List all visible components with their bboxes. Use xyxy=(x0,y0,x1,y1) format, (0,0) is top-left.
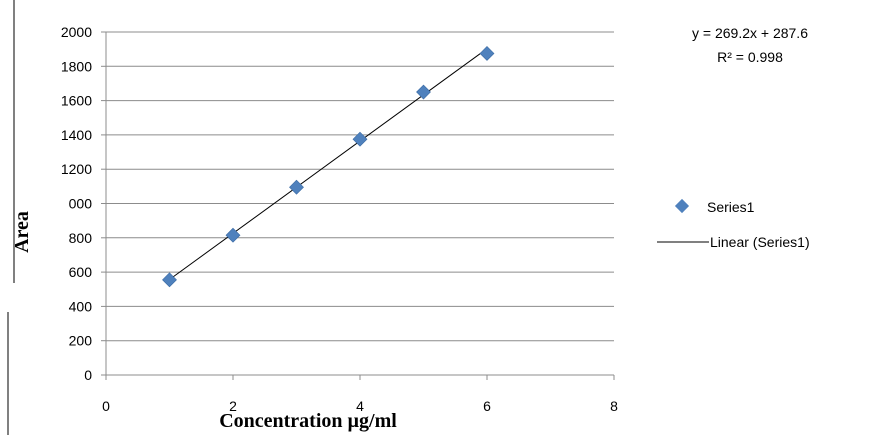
x-tick-label: 2 xyxy=(229,398,237,414)
y-tick-label: 0 xyxy=(84,367,92,383)
legend-label-trend: Linear (Series1) xyxy=(710,234,810,250)
trendline-linear xyxy=(169,48,488,280)
y-tick-label: 200 xyxy=(69,333,93,349)
y-tick-label: 800 xyxy=(69,230,93,246)
data-point xyxy=(289,179,304,195)
x-tick-label: 4 xyxy=(356,398,364,414)
x-tick-label: 6 xyxy=(483,398,491,414)
data-point xyxy=(162,272,177,288)
legend-marker-series1 xyxy=(674,198,690,214)
x-tick-label: 8 xyxy=(610,398,618,414)
y-tick-label: 1400 xyxy=(61,127,92,143)
data-points xyxy=(162,46,495,288)
y-tick-label: 2000 xyxy=(61,24,92,40)
x-tick-labels: 0 2 4 6 8 xyxy=(102,398,618,414)
y-axis-title: Area xyxy=(11,211,33,253)
legend-label-series1: Series1 xyxy=(707,199,755,215)
y-tick-label: 600 xyxy=(69,264,93,280)
data-point xyxy=(352,131,368,147)
gridlines xyxy=(106,31,614,342)
x-axis-title: Concentration µg/ml xyxy=(219,410,397,432)
y-tick-labels: 0 200 400 600 800 000 1200 1400 1600 1800 2000 xyxy=(61,24,92,383)
x-tick-label: 0 xyxy=(102,398,110,414)
y-tick-label: 400 xyxy=(69,298,93,314)
trend-equation: y = 269.2x + 287.6 xyxy=(692,25,808,41)
y-tick-label: 1600 xyxy=(61,93,92,109)
legend: Series1 Linear (Series1) xyxy=(657,198,810,250)
data-point xyxy=(479,46,495,61)
axes xyxy=(101,31,615,380)
data-point xyxy=(225,227,241,243)
y-tick-label: 1800 xyxy=(61,58,92,74)
trendline xyxy=(169,48,488,280)
data-point xyxy=(416,84,431,100)
y-tick-label: 1200 xyxy=(61,161,92,177)
y-tick-label: 000 xyxy=(69,196,93,212)
r-squared: R² = 0.998 xyxy=(717,49,783,65)
